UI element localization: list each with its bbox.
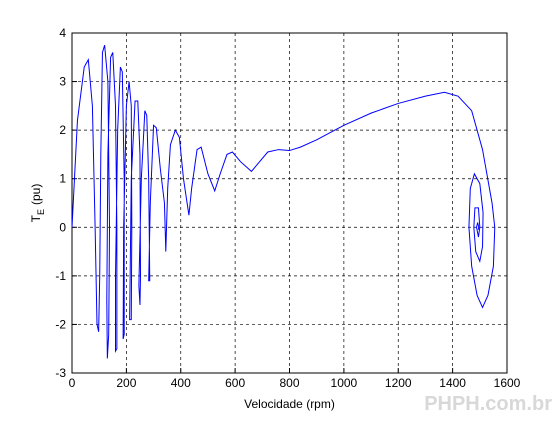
y-axis-label: TE (pu) — [29, 184, 46, 223]
data-line — [71, 44, 496, 359]
y-tick-label: -1 — [55, 269, 66, 283]
y-tick-label: -2 — [55, 317, 66, 331]
y-label-sub: E — [36, 209, 46, 215]
x-tick-label: 1400 — [439, 376, 466, 390]
x-tick-label: 1600 — [494, 376, 521, 390]
y-tick-label: -3 — [55, 366, 66, 380]
x-tick-label: 1200 — [385, 376, 412, 390]
x-tick-label: 400 — [171, 376, 191, 390]
x-axis-label: Velocidade (rpm) — [244, 397, 335, 411]
y-tick-label: 3 — [59, 75, 66, 89]
x-tick-label: 600 — [225, 376, 245, 390]
x-tick-label: 800 — [279, 376, 299, 390]
y-tick-label: 4 — [59, 26, 66, 40]
y-label-rest: (pu) — [29, 184, 43, 205]
y-tick-label: 0 — [59, 220, 66, 234]
y-tick-label: 1 — [59, 172, 66, 186]
x-tick-label: 1000 — [331, 376, 358, 390]
y-tick-label: 2 — [59, 123, 66, 137]
watermark: PHPH.com.br — [424, 393, 552, 415]
y-label-main: T — [29, 214, 43, 222]
x-tick-label: 0 — [69, 376, 76, 390]
x-tick-label: 200 — [116, 376, 136, 390]
